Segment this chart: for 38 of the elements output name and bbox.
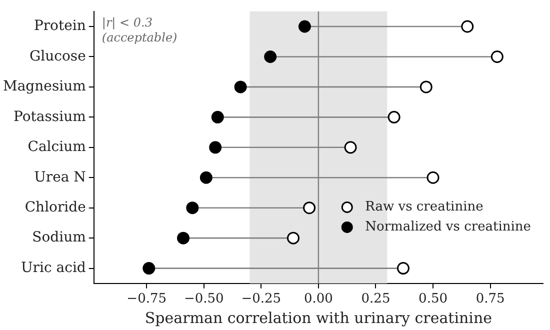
legend-label: Raw vs creatinine [365,200,484,215]
y-tick-label: Chloride [24,199,86,216]
point [420,80,432,94]
point [490,50,504,63]
x-tick-label: 0.50 [418,292,448,307]
y-tick-label: Potassium [13,108,86,125]
point [186,202,199,214]
x-tick-label: 0.25 [361,292,390,307]
x-tick-label: 0.75 [476,292,505,307]
x-tick-label: −0.50 [184,292,224,307]
point [177,232,190,244]
point [142,262,156,275]
y-tick-label: Magnesium [2,78,86,95]
x-tick-label: −0.75 [126,292,167,307]
point [461,20,474,33]
point [396,262,410,275]
x-tick-label: 0.00 [304,292,333,307]
y-tick-label: Uric acid [21,260,86,276]
y-tick-label: Sodium [32,230,86,246]
point [200,171,212,184]
point [264,50,277,63]
point [388,110,400,124]
y-tick-label: Calcium [28,139,86,156]
legend-label: Normalized vs creatinine [365,220,532,235]
point [286,232,300,244]
x-axis-title: Spearman correlation with urinary creatinine [144,308,492,327]
y-tick-label: Protein [34,18,86,34]
x-tick-label: −0.25 [241,292,282,307]
point [426,171,440,184]
y-tick-label: Glucose [29,48,86,64]
point [298,20,311,33]
point [211,110,224,124]
annotation: |r| < 0.3 (acceptable) [102,16,178,45]
y-tick-label: Urea N [34,169,86,186]
point [344,141,357,154]
point [234,80,247,94]
point [209,141,222,154]
point [303,202,316,214]
